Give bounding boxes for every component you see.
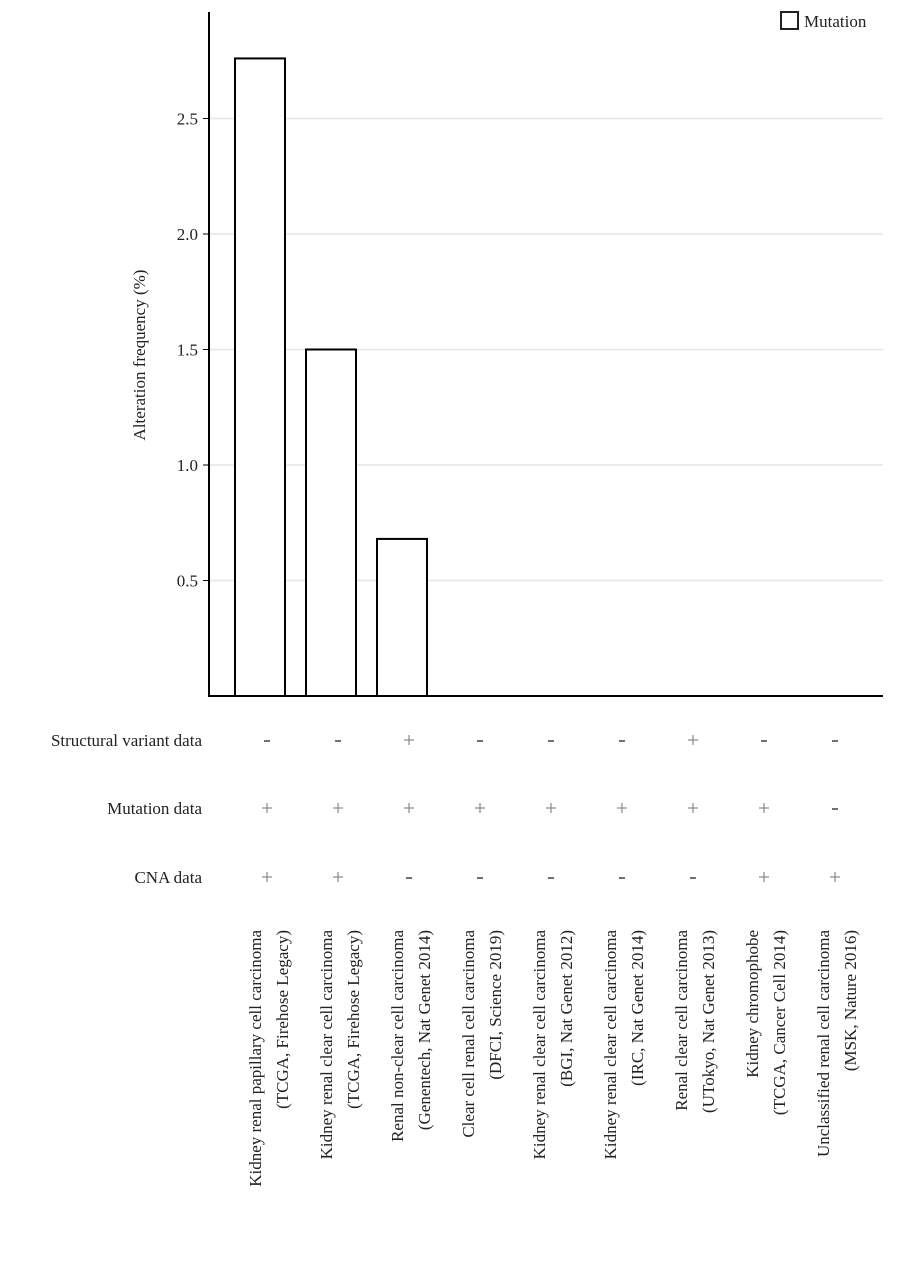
category-label: (DFCI, Science 2019) bbox=[486, 930, 505, 1080]
y-tick-label: 2.5 bbox=[177, 110, 198, 129]
category-label: Kidney renal papillary cell carcinoma bbox=[246, 930, 265, 1187]
bar-mutation bbox=[376, 537, 428, 697]
legend-label-mutation: Mutation bbox=[804, 12, 867, 31]
category-label: (BGI, Nat Genet 2012) bbox=[557, 930, 576, 1087]
category-label: Kidney chromophobe bbox=[743, 930, 762, 1078]
category-label: (UTokyo, Nat Genet 2013) bbox=[699, 930, 718, 1113]
bar-mutation bbox=[234, 57, 286, 697]
y-tick-label: 1.0 bbox=[177, 456, 198, 475]
y-tick-label: 2.0 bbox=[177, 225, 198, 244]
category-label: (TCGA, Firehose Legacy) bbox=[273, 930, 292, 1109]
category-label: Unclassified renal cell carcinoma bbox=[814, 930, 833, 1157]
legend-swatch-mutation bbox=[780, 11, 799, 30]
data-row-label: Structural variant data bbox=[51, 731, 203, 750]
bar-mutation bbox=[305, 348, 357, 697]
data-row-label: CNA data bbox=[134, 868, 202, 887]
category-label: (IRC, Nat Genet 2014) bbox=[628, 930, 647, 1086]
category-label: Kidney renal clear cell carcinoma bbox=[317, 930, 336, 1160]
category-label: Kidney renal clear cell carcinoma bbox=[601, 930, 620, 1160]
y-tick-label: 0.5 bbox=[177, 572, 198, 591]
data-row-label: Mutation data bbox=[107, 799, 202, 818]
category-label: (TCGA, Firehose Legacy) bbox=[344, 930, 363, 1109]
y-tick-label: 1.5 bbox=[177, 341, 198, 360]
y-axis-label: Alteration frequency (%) bbox=[130, 270, 149, 441]
category-label: (MSK, Nature 2016) bbox=[841, 930, 860, 1071]
category-label: Renal non-clear cell carcinoma bbox=[388, 930, 407, 1142]
category-label: Clear cell renal cell carcinoma bbox=[459, 930, 478, 1138]
category-label: Renal clear cell carcinoma bbox=[672, 930, 691, 1111]
category-label: Kidney renal clear cell carcinoma bbox=[530, 930, 549, 1160]
category-label: (Genentech, Nat Genet 2014) bbox=[415, 930, 434, 1130]
category-label: (TCGA, Cancer Cell 2014) bbox=[770, 930, 789, 1115]
